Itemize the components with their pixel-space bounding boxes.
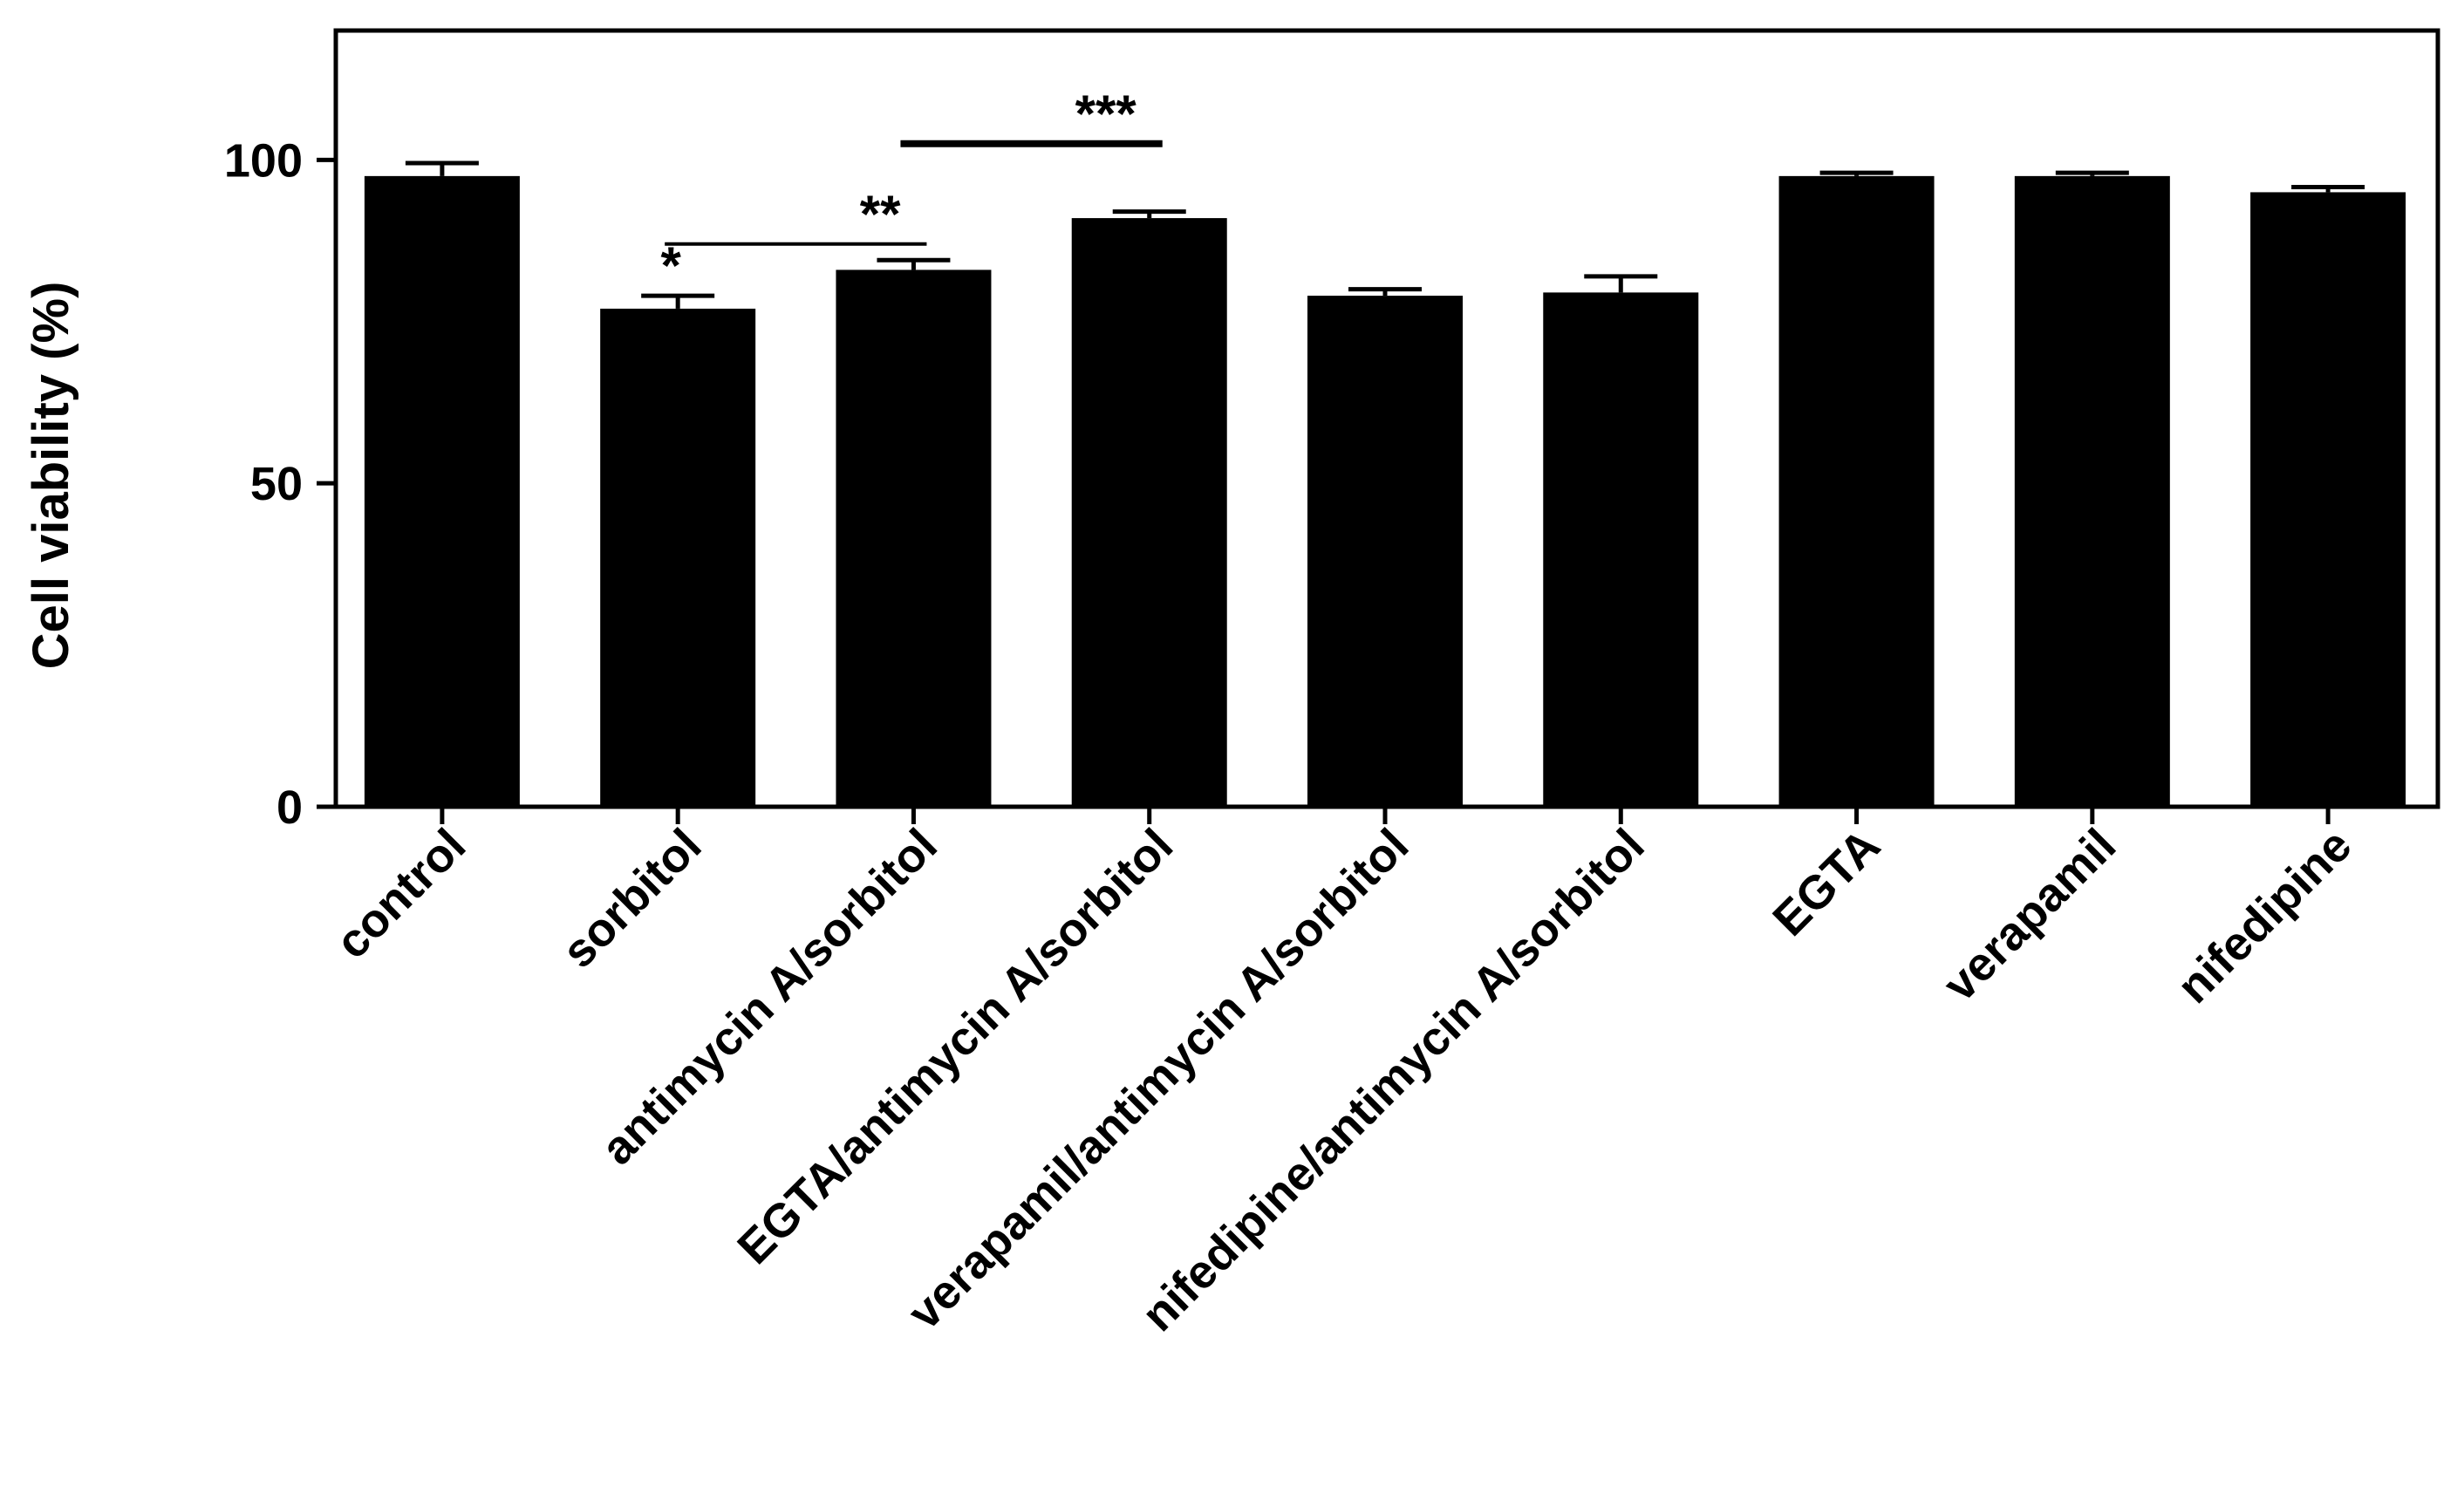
x-tick-label: verapamil/antimycin A/sorbitol — [898, 819, 1419, 1340]
bar — [600, 308, 756, 808]
x-tick-label: EGTA/antimycin A/sorbitol — [727, 819, 1183, 1274]
y-tick-label: 0 — [276, 781, 303, 834]
bar — [1543, 292, 1699, 807]
x-tick-label: nifedipine — [2167, 819, 2362, 1013]
x-tick-label: EGTA — [1763, 819, 1890, 946]
bar — [364, 175, 520, 807]
y-tick-label: 100 — [224, 134, 303, 187]
bar — [1778, 175, 1935, 807]
bar — [2250, 192, 2406, 807]
bar — [836, 269, 992, 808]
x-tick-label: sorbitol — [552, 819, 711, 978]
y-axis-label: Cell viability (%) — [23, 282, 79, 670]
y-tick-label: 50 — [250, 458, 303, 510]
x-tick-label: nifedipine/antimycin A/sorbitol — [1132, 819, 1655, 1341]
bar — [2014, 175, 2170, 807]
bar — [1071, 218, 1227, 808]
significance-label: * — [660, 236, 681, 295]
bar — [1307, 296, 1463, 807]
x-tick-label: verapamil — [1934, 819, 2126, 1012]
significance-label: ** — [860, 185, 901, 243]
x-tick-label: control — [326, 819, 476, 969]
significance-label: *** — [1075, 85, 1137, 143]
